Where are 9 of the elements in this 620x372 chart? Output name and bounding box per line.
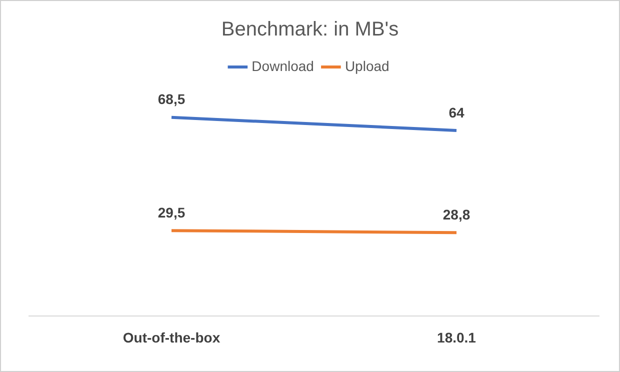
data-label: 28,8 [442, 206, 470, 222]
chart-title: Benchmark: in MB's [221, 18, 399, 41]
x-tick-label: Out-of-the-box [122, 329, 220, 346]
legend-label: Upload [344, 58, 390, 74]
x-tick-label: 18.0.1 [437, 329, 476, 346]
legend-label: Download [252, 58, 314, 74]
data-label: 29,5 [158, 204, 186, 220]
data-label: 64 [448, 104, 464, 120]
data-label: 68,5 [158, 91, 186, 108]
